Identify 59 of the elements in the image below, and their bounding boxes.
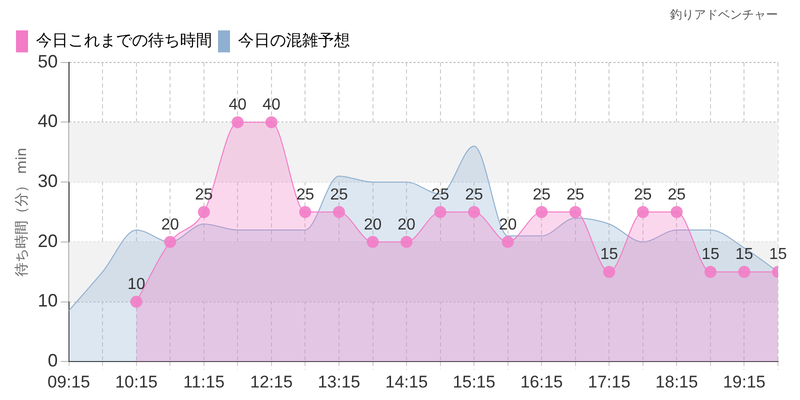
y-tick-label: 30 (38, 171, 58, 192)
point (164, 236, 176, 248)
point (704, 266, 716, 278)
point (468, 206, 480, 218)
data-label: 25 (465, 186, 484, 204)
x-tick-label: 18:15 (655, 372, 698, 392)
data-label: 25 (634, 186, 652, 204)
data-label: 40 (262, 96, 280, 114)
point (636, 206, 649, 218)
data-label: 25 (330, 186, 348, 204)
point (603, 266, 616, 278)
data-label: 25 (296, 186, 314, 204)
point (232, 116, 244, 128)
data-label: 10 (127, 276, 146, 294)
point (332, 206, 345, 218)
x-tick-label: 11:15 (183, 372, 225, 392)
y-tick-label: 50 (38, 51, 58, 72)
data-label: 20 (398, 216, 416, 234)
data-label: 15 (769, 246, 787, 264)
point (400, 236, 413, 248)
point (198, 206, 210, 218)
data-label: 20 (498, 216, 517, 234)
y-tick-label: 10 (38, 290, 58, 311)
x-tick-label: 17:15 (588, 372, 630, 392)
data-label: 15 (702, 246, 720, 264)
x-tick-label: 12:15 (250, 372, 293, 392)
x-tick-label: 14:15 (385, 372, 428, 392)
data-label: 20 (364, 216, 382, 234)
data-label: 25 (668, 186, 686, 204)
point (670, 206, 683, 218)
data-label: 40 (228, 96, 247, 114)
point (536, 206, 548, 218)
x-tick-label: 13:15 (318, 372, 360, 392)
data-label: 20 (161, 216, 180, 234)
x-tick-label: 10:15 (115, 372, 158, 392)
chart-subtitle: 釣りアドベンチャー (670, 7, 778, 22)
x-tick-label: 09:15 (48, 372, 90, 392)
data-label: 25 (431, 186, 450, 204)
data-label: 25 (532, 186, 551, 204)
y-tick-label: 40 (38, 111, 58, 132)
legend-label: 今日の混雑予想 (238, 30, 350, 50)
data-label: 15 (735, 246, 754, 264)
point (502, 236, 514, 248)
legend-label: 今日これまでの待ち時間 (36, 30, 212, 50)
y-axis-title: 待ち時間（分） min (14, 148, 30, 276)
x-tick-label: 16:15 (520, 372, 563, 392)
point (299, 206, 312, 218)
x-tick-label: 19:15 (722, 372, 766, 392)
data-label: 25 (566, 186, 584, 204)
point (569, 206, 582, 218)
point (738, 266, 750, 278)
point (366, 236, 379, 248)
y-tick-label: 0 (48, 350, 58, 371)
x-tick-label: 15:15 (452, 372, 496, 392)
point (265, 116, 278, 128)
point (130, 296, 142, 308)
y-tick-label: 20 (38, 230, 58, 251)
data-label: 15 (600, 246, 618, 264)
point (434, 206, 446, 218)
